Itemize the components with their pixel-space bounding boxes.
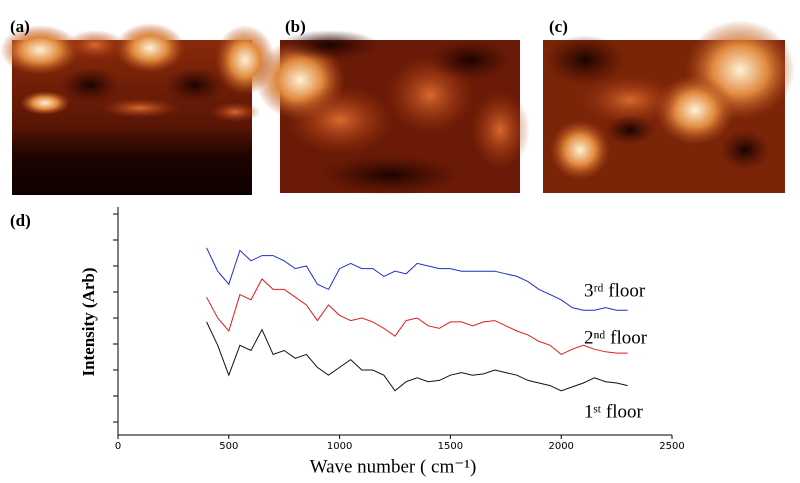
series-label: 3ʳᵈ floor bbox=[584, 280, 646, 301]
x-axis-label: Wave number ( cm⁻¹) bbox=[310, 456, 477, 477]
x-tick-label: 1000 bbox=[327, 441, 352, 452]
panel-label: (b) bbox=[285, 17, 306, 36]
heatmap-a bbox=[0, 23, 275, 195]
x-tick-label: 2500 bbox=[659, 441, 684, 452]
series-label: 1ˢᵗ floor bbox=[584, 401, 644, 422]
series-line bbox=[206, 247, 628, 311]
y-axis-label: Intensity (Arb) bbox=[79, 267, 98, 376]
x-tick-label: 500 bbox=[219, 441, 238, 452]
x-tick-label: 2000 bbox=[548, 441, 573, 452]
series-line bbox=[206, 321, 628, 392]
panel-label: (a) bbox=[10, 17, 30, 36]
panel-label: (c) bbox=[549, 17, 568, 36]
x-tick-label: 0 bbox=[115, 441, 121, 452]
heatmap-b bbox=[255, 30, 530, 195]
series-label: 2ⁿᵈ floor bbox=[584, 327, 648, 348]
series-line bbox=[206, 278, 628, 355]
heatmap-c bbox=[543, 20, 795, 193]
panel-label: (d) bbox=[10, 211, 31, 230]
x-tick-label: 1500 bbox=[438, 441, 463, 452]
